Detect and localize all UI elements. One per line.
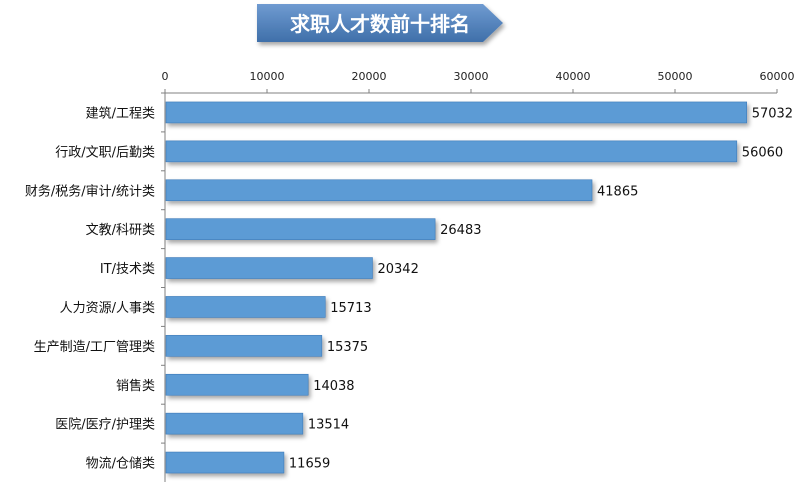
bar: [165, 335, 323, 357]
data-label: 11659: [289, 457, 330, 472]
category-label: 建筑/工程类: [86, 105, 155, 121]
bar: [165, 257, 373, 279]
bar: [165, 451, 285, 474]
x-tick-label: 40000: [556, 70, 591, 83]
bar: [165, 179, 593, 202]
chart-title-banner: 求职人才数前十排名: [257, 4, 503, 42]
category-label: 销售类: [116, 378, 155, 394]
category-label: 行政/文职/后勤类: [55, 145, 155, 160]
x-tick-label: 10000: [250, 70, 285, 83]
bar: [165, 101, 748, 124]
data-label: 14038: [313, 379, 354, 394]
data-label: 56060: [742, 145, 783, 160]
bar: [165, 412, 304, 435]
data-label: 26483: [440, 223, 481, 238]
category-label: 人力资源/人事类: [60, 301, 155, 316]
category-label: 财务/税务/审计/统计类: [25, 183, 155, 199]
x-tick-label: 0: [162, 70, 169, 83]
bar: [165, 218, 436, 240]
data-label: 15375: [327, 340, 368, 355]
x-tick-label: 50000: [658, 70, 693, 83]
category-label: 物流/仓储类: [86, 457, 155, 472]
x-axis: 0 10000 20000 30000 40000 50000 60000: [161, 70, 795, 482]
data-label: 41865: [597, 184, 638, 199]
bar: [165, 140, 738, 163]
data-label: 20342: [377, 262, 418, 277]
x-tick-label: 60000: [760, 70, 795, 83]
bar-series: [165, 101, 748, 474]
chart-title: 求职人才数前十排名: [290, 12, 470, 36]
title-banner-shape: [257, 4, 503, 42]
bar: [165, 296, 326, 318]
data-label: 13514: [308, 418, 349, 433]
x-tick-label: 20000: [352, 70, 387, 83]
data-label: 57032: [752, 106, 793, 121]
x-tick-label: 30000: [454, 70, 489, 83]
data-label: 15713: [330, 301, 371, 316]
category-labels: 建筑/工程类 57032 行政/文职/后勤类 56060 财务/税务/审计/统计类 418…: [25, 105, 793, 471]
bar: [165, 373, 309, 396]
category-label: IT/技术类: [100, 262, 155, 277]
category-label: 文教/科研类: [86, 222, 155, 238]
category-label: 医院/医疗/护理类: [55, 418, 155, 433]
category-label: 生产制造/工厂管理类: [34, 340, 155, 355]
